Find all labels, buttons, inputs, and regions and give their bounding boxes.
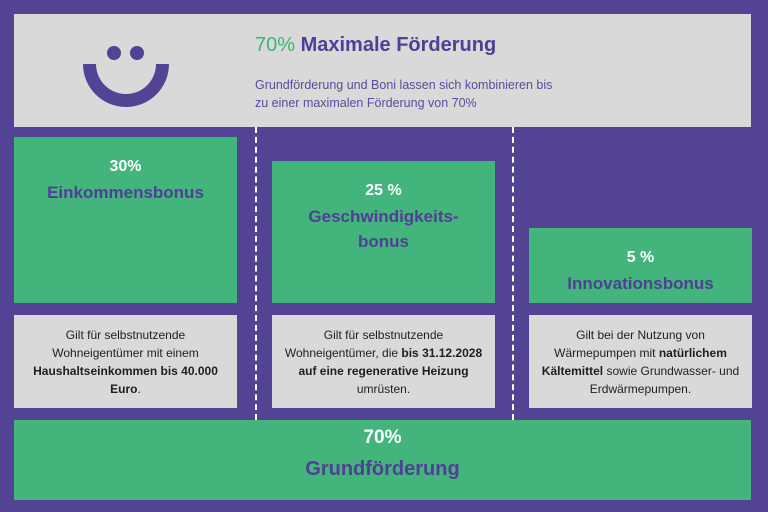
- page-title: 70% Maximale Förderung: [255, 34, 496, 57]
- text: .: [137, 381, 141, 396]
- bonus-percent: 5 %: [626, 249, 655, 266]
- divider-dashed: [512, 127, 514, 420]
- base-name: Grundförderung: [305, 458, 460, 480]
- smiley-face-icon: [83, 46, 169, 107]
- bold-text: Haushaltseinkommen bis 40.000 Euro: [33, 363, 218, 396]
- text: Gilt bei der Nutzung von Wärmepumpen mit: [554, 327, 705, 360]
- bonus-description-speed: Gilt für selbstnutzende Wohneigentümer, …: [272, 315, 495, 408]
- text: umrüsten.: [356, 381, 411, 396]
- bonus-percent: 30%: [109, 158, 142, 175]
- bonus-description-income: Gilt für selbstnutzende Wohneigentümer m…: [14, 315, 237, 408]
- text: Gilt für selbstnutzende Wohneigentümer m…: [52, 327, 199, 360]
- text: sowie Grundwasser- und Erdwärmepumpen.: [589, 363, 740, 396]
- bonus-description-text: Gilt für selbstnutzende Wohneigentümer m…: [22, 326, 229, 398]
- base-funding-card: 70% Grundförderung: [14, 420, 751, 500]
- bonus-card-income: 30% Einkommensbonus: [14, 137, 237, 303]
- title-percent: 70%: [255, 34, 296, 56]
- bold-text: bis 31.12.2028 auf eine regenerative Hei…: [298, 345, 483, 378]
- bonus-name: Innovationsbonus: [567, 274, 714, 293]
- divider-dashed: [255, 127, 257, 420]
- bonus-description-text: Gilt bei der Nutzung von Wärmepumpen mit…: [537, 326, 744, 398]
- bonus-name: Einkommensbonus: [47, 183, 204, 202]
- bonus-percent: 25 %: [365, 182, 402, 199]
- bold-text: natürlichem Kältemittel: [541, 345, 727, 378]
- base-percent: 70%: [363, 427, 402, 448]
- subtitle: Grundförderung und Boni lassen sich komb…: [255, 78, 553, 110]
- bonus-description-innovation: Gilt bei der Nutzung von Wärmepumpen mit…: [529, 315, 752, 408]
- bonus-name: Geschwindigkeits- bonus: [308, 207, 459, 251]
- bonus-description-text: Gilt für selbstnutzende Wohneigentümer, …: [280, 326, 487, 398]
- bonus-card-speed: 25 % Geschwindigkeits- bonus: [272, 161, 495, 303]
- bonus-card-innovation: 5 % Innovationsbonus: [529, 228, 752, 303]
- title-text: Maximale Förderung: [295, 34, 497, 56]
- text: Gilt für selbstnutzende Wohneigentümer, …: [284, 327, 444, 360]
- header-panel: 70% Maximale Förderung Grundförderung un…: [14, 14, 751, 127]
